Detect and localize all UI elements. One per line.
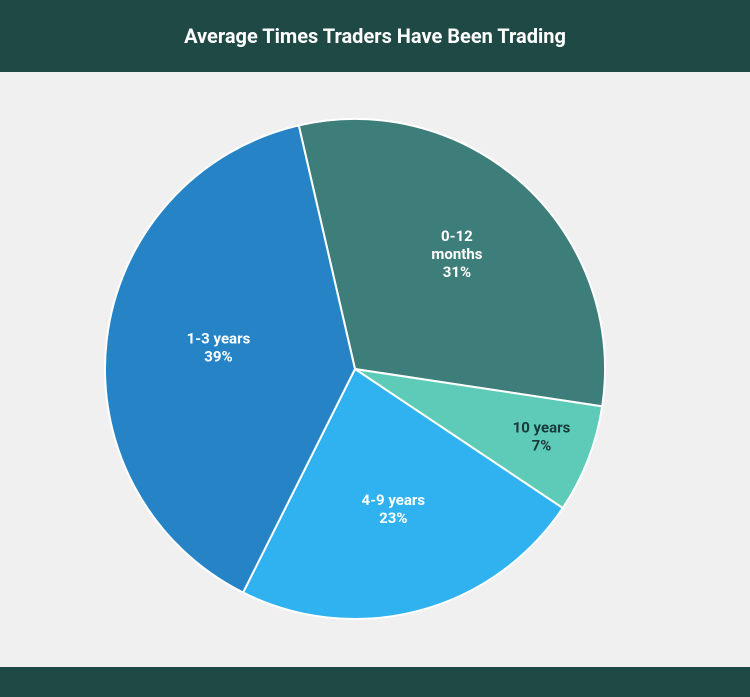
pie-chart: 0-12months31%10 years7%4-9 years23%1-3 y… [0,72,750,667]
footer-bar [0,667,750,697]
header-bar: Average Times Traders Have Been Trading [0,0,750,72]
chart-title: Average Times Traders Have Been Trading [184,24,566,48]
chart-area: 0-12months31%10 years7%4-9 years23%1-3 y… [0,72,750,667]
